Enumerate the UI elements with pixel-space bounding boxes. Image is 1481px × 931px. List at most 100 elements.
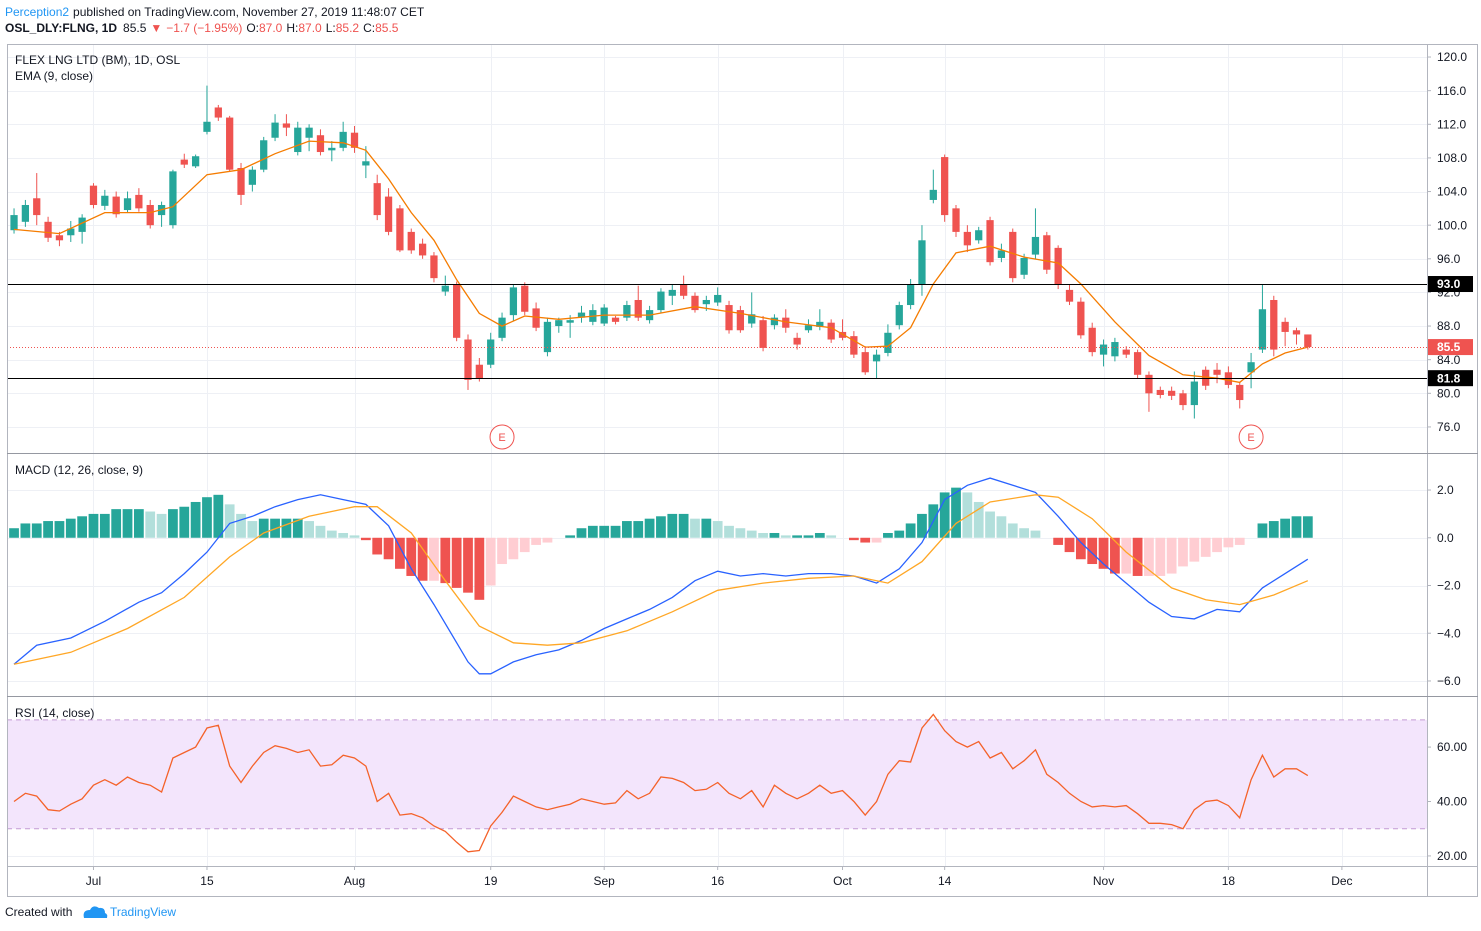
candle-body: [294, 127, 302, 153]
histogram-bar: [860, 537, 871, 543]
histogram-bar: [497, 537, 507, 565]
y-tick-label: 84.0: [1437, 353, 1461, 367]
candle-body: [453, 284, 461, 338]
ohlc-key: L:: [326, 21, 336, 35]
candle-body: [464, 339, 472, 380]
candle-body: [532, 308, 540, 328]
candle-body: [963, 231, 971, 246]
candle-body: [1236, 384, 1244, 401]
footer-text: Created with: [5, 905, 72, 919]
histogram-bar: [678, 513, 689, 538]
ohlc-value: 85.2: [336, 21, 360, 35]
histogram-bar: [1212, 537, 1222, 553]
event-marker: [1238, 424, 1264, 450]
change-arrow: ▼: [150, 21, 162, 35]
candle-body: [1122, 349, 1130, 355]
histogram-bar: [202, 497, 212, 538]
y-tick-label: 2.0: [1437, 483, 1454, 497]
histogram-bar: [1268, 521, 1279, 538]
x-tick-label: Oct: [833, 874, 852, 888]
x-tick-label: Dec: [1331, 874, 1352, 888]
level-label: 93.0: [1437, 277, 1461, 291]
histogram-bar: [122, 509, 133, 538]
candle-body: [396, 208, 404, 251]
histogram-bar: [1087, 537, 1098, 565]
y-tick-label: 112.0: [1437, 117, 1466, 131]
histogram-bar: [326, 530, 337, 538]
histogram-bar: [474, 537, 485, 600]
histogram-bar: [644, 518, 655, 538]
histogram-bar: [758, 532, 768, 538]
histogram-bar: [1132, 537, 1143, 576]
x-tick-label: Jul: [86, 874, 101, 888]
histogram-bar: [20, 523, 31, 538]
histogram-bar: [826, 535, 837, 538]
candle-body: [611, 317, 620, 322]
ohlc-key: C:: [363, 21, 375, 35]
histogram-bar: [1053, 537, 1064, 545]
x-tick-label: 14: [938, 874, 952, 888]
candle-body: [827, 322, 835, 340]
y-tick-label: 60.00: [1437, 740, 1467, 754]
candle-body: [929, 189, 937, 200]
candle-body: [237, 168, 245, 195]
candle-body: [339, 131, 347, 148]
candle-body: [67, 228, 75, 236]
rsi-line: [13, 713, 1309, 853]
candle-body: [89, 185, 98, 205]
candle-body: [226, 117, 234, 170]
histogram-bar: [463, 537, 473, 593]
histogram-bar: [565, 535, 576, 538]
histogram-bar: [667, 513, 678, 538]
histogram-bar: [712, 521, 723, 538]
ohlc-value: 87.0: [259, 21, 283, 35]
histogram-bar: [985, 511, 995, 538]
histogram-bar: [383, 537, 394, 560]
candle-body: [475, 364, 483, 379]
histogram-bar: [1144, 537, 1154, 576]
candle-body: [1077, 301, 1085, 336]
histogram-bar: [258, 518, 269, 538]
histogram-bar: [54, 521, 65, 538]
histogram-bar: [213, 494, 224, 538]
author[interactable]: Perception2: [5, 5, 69, 19]
histogram-bar: [973, 501, 984, 538]
y-tick-label: −2.0: [1437, 579, 1461, 593]
histogram-bar: [1302, 516, 1313, 538]
candle-body: [1292, 330, 1301, 335]
candle-body: [1213, 369, 1221, 375]
candle-body: [850, 336, 858, 355]
candle-body: [1247, 362, 1255, 373]
histogram-bar: [905, 523, 916, 538]
histogram-bar: [599, 525, 610, 538]
logo[interactable]: [83, 906, 108, 918]
candle-body: [521, 285, 529, 312]
candle-body: [555, 320, 563, 327]
histogram-bar: [1155, 537, 1166, 576]
candle-body: [146, 204, 154, 226]
candle-body: [1088, 327, 1096, 353]
histogram-bar: [792, 535, 803, 538]
rsi-band: [7, 719, 1427, 829]
candle-body: [748, 314, 756, 324]
level-label: 81.8: [1437, 371, 1461, 385]
histogram-bar: [281, 518, 292, 538]
candle-body: [1270, 299, 1278, 350]
histogram-bar: [417, 537, 428, 581]
candle-body: [316, 135, 325, 153]
histogram-bar: [156, 513, 167, 538]
y-tick-label: 104.0: [1437, 185, 1467, 199]
candle-body: [33, 198, 41, 216]
candle-body: [566, 320, 574, 323]
candle-body: [214, 107, 222, 118]
y-tick-label: −6.0: [1437, 674, 1461, 688]
pane-title: FLEX LNG LTD (BM), 1D, OSL: [15, 53, 180, 67]
candle-body: [986, 220, 994, 263]
candle-body: [1156, 389, 1164, 395]
candle-body: [282, 123, 291, 128]
candle-body: [305, 127, 313, 138]
histogram-bar: [803, 535, 814, 538]
y-tick-label: 96.0: [1437, 252, 1461, 266]
footer-brand[interactable]: TradingView: [110, 905, 176, 919]
histogram-bar: [179, 506, 190, 538]
